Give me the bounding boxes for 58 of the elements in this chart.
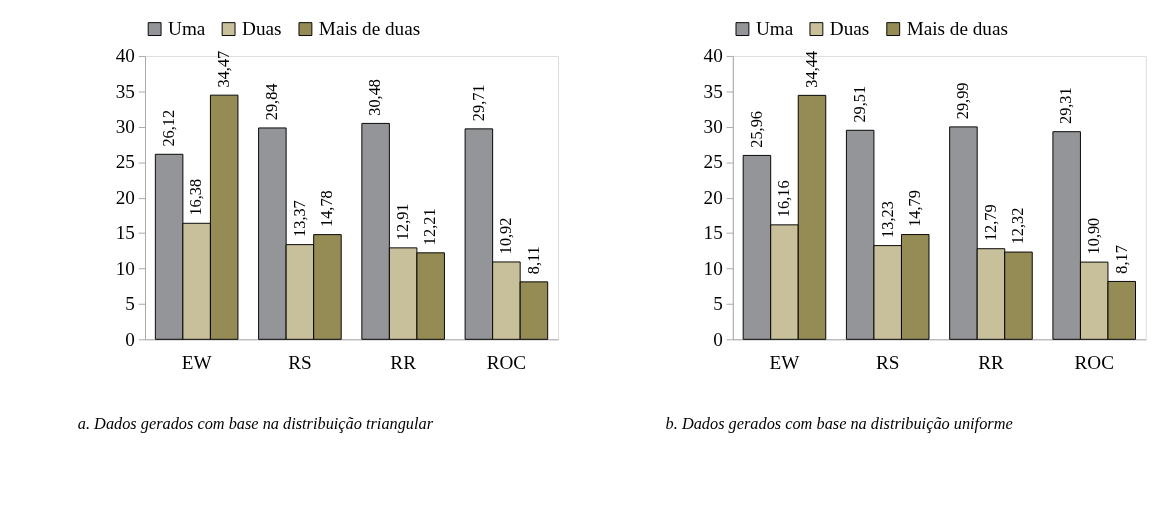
data-label: 8,11 (523, 246, 543, 275)
data-label: 14,78 (317, 190, 337, 227)
legend-label: Mais de duas (318, 17, 421, 39)
x-tick-label: RR (978, 351, 1004, 373)
data-label: 12,32 (1008, 207, 1028, 245)
data-label: 30,48 (365, 79, 385, 116)
x-tick-label: ROC (1074, 351, 1114, 373)
y-tick-label: 25 (115, 151, 135, 173)
y-tick-label: 35 (703, 80, 723, 102)
y-tick-label: 10 (703, 257, 723, 279)
data-label: 29,99 (953, 82, 973, 120)
data-label: 12,91 (392, 203, 412, 241)
y-tick-label: 40 (115, 45, 135, 67)
y-tick-label: 20 (115, 186, 135, 208)
data-label: 26,12 (158, 109, 178, 147)
y-tick-label: 15 (703, 222, 723, 244)
x-tick-label: RR (390, 351, 417, 373)
data-label: 29,31 (1056, 87, 1076, 125)
x-tick-label: RS (875, 351, 900, 373)
y-tick-label: 10 (115, 257, 135, 279)
data-label: 29,84 (262, 83, 282, 121)
data-label: 16,38 (186, 178, 206, 216)
data-label: 12,21 (420, 208, 440, 246)
y-tick-label: 5 (125, 293, 135, 315)
y-tick-label: 35 (115, 80, 135, 102)
data-label: 8,17 (1111, 245, 1131, 274)
legend-label: Mais de duas (906, 17, 1008, 39)
legend-label: Duas (242, 17, 282, 39)
y-tick-label: 0 (125, 328, 135, 350)
data-label: 25,96 (746, 111, 766, 148)
x-tick-label: EW (769, 351, 801, 373)
y-tick-label: 30 (703, 116, 723, 138)
y-tick-label: 25 (703, 151, 723, 173)
data-label: 34,44 (801, 50, 821, 88)
data-label: 29,51 (849, 85, 869, 123)
legend-label: Uma (755, 17, 794, 39)
data-label: 13,23 (877, 201, 897, 238)
data-label: 10,92 (496, 217, 516, 255)
data-label: 12,79 (980, 204, 1000, 242)
y-tick-label: 15 (115, 222, 135, 244)
text: b. Dados gerados com base na distribuição uniforme (665, 413, 1013, 433)
data-label: 13,37 (289, 200, 309, 237)
data-label: 14,79 (905, 190, 925, 227)
legend-label: Uma (168, 17, 206, 39)
y-tick-label: 20 (703, 186, 723, 208)
x-tick-label: RS (288, 351, 312, 373)
data-label: 29,71 (468, 84, 488, 122)
y-tick-label: 30 (115, 116, 135, 138)
y-tick-label: 40 (703, 45, 723, 67)
data-label: 34,47 (213, 50, 233, 88)
x-tick-label: ROC (486, 351, 527, 373)
data-label: 16,16 (774, 180, 794, 218)
text: a. Dados gerados com base na distribuição triangular (77, 413, 434, 433)
legend-label: Duas (829, 17, 870, 39)
x-tick-label: EW (181, 351, 213, 373)
y-tick-label: 5 (713, 293, 723, 315)
y-tick-label: 0 (713, 328, 723, 350)
data-label: 10,90 (1084, 217, 1104, 255)
